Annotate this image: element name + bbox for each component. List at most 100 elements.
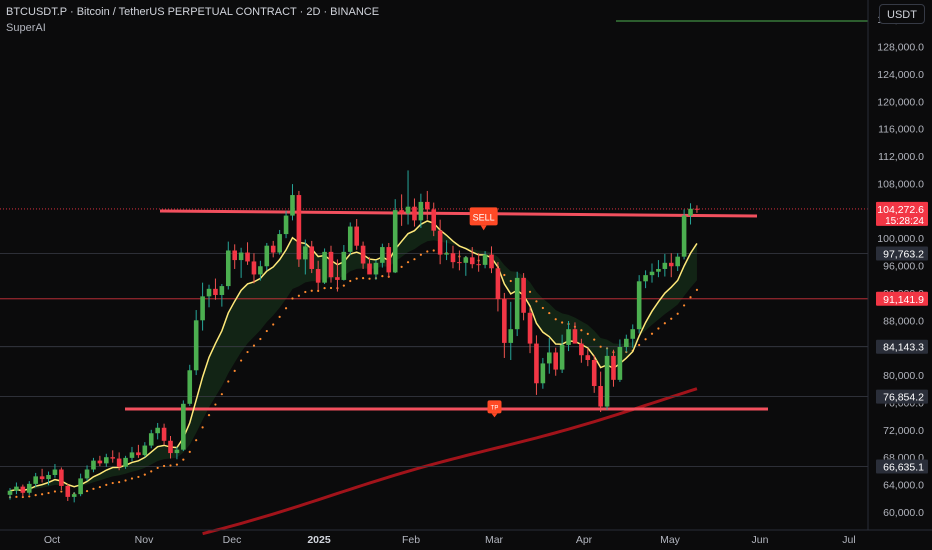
price-label-text: 97,763.2 [883,248,924,260]
trail-dot [310,289,313,292]
trail-dot [207,414,211,417]
candle-body [315,268,321,283]
trail-dot [362,277,365,280]
candle [591,355,597,393]
candle [245,242,250,265]
candle [168,435,173,459]
candle [636,275,642,334]
y-tick-label: 88,000.0 [883,315,924,327]
candle [546,338,552,374]
y-tick-label: 120,000.0 [877,96,924,108]
x-tick-label: Nov [135,534,154,546]
trail-dot [21,495,24,499]
candle-body [624,338,629,347]
candle [681,209,687,260]
trail-dot [381,275,384,278]
trail-dot [278,315,281,318]
candle-body [78,478,83,495]
candle-body [386,247,392,273]
candle [566,320,571,352]
price-label-box [876,201,928,226]
candle [463,255,469,276]
candle-body [566,329,571,345]
candle [26,481,32,495]
candle-body [283,215,289,235]
candle [303,239,308,275]
candle [20,484,26,497]
trail-dot [143,473,146,476]
currency-button[interactable]: USDT [879,4,925,24]
candle-body [335,277,340,280]
candle-body [681,215,687,257]
candle [527,307,533,354]
tp-signal-label: TP [491,405,499,411]
candle-body [534,343,539,384]
trail-dot [329,286,333,290]
price-label-box [876,339,928,354]
trail-dot [137,475,140,479]
candle-body [514,277,520,330]
candle [84,465,90,482]
x-tick-label: Mar [485,534,504,546]
candle [277,229,282,255]
symbol-title[interactable]: BTCUSDT.P · Bitcoin / TetherUS PERPETUAL… [6,6,380,18]
price-label-text: 66,635.1 [883,462,924,474]
candle [450,245,456,269]
candle-body [174,449,180,454]
candle [283,210,289,239]
candle [328,245,334,283]
candle [123,455,128,469]
candle-body [187,370,193,404]
candle [251,253,257,284]
candle-body [489,254,494,269]
candle-body [26,483,32,493]
candle-body [495,268,501,300]
candle-body [347,226,353,252]
candle [630,324,636,348]
trail-dot [214,403,217,406]
price-label-box [876,459,928,474]
trail-dot [317,289,320,292]
candle-body [572,329,578,344]
candle-body [675,256,680,267]
candle-body [418,201,424,221]
trail-dot [60,490,63,493]
candle [78,473,83,497]
candle [656,260,661,278]
candle-body [84,469,90,479]
candle-body [136,452,141,456]
indicator-name[interactable]: SuperAI [6,22,46,34]
candle [52,464,58,478]
trail-dot [220,393,223,396]
candle-body [585,355,591,361]
candle-body [450,253,456,263]
candle [399,194,404,226]
candle-body [296,195,302,260]
candle [360,241,366,269]
candle-body [14,486,19,491]
trail-dot [291,297,294,300]
candle-body [546,352,552,364]
trail-dot [304,290,307,294]
candle [200,282,205,331]
trail-dot [169,464,172,467]
trail-dot [638,343,641,347]
candle-body [129,452,135,458]
candle-body [328,251,334,278]
candle [469,247,475,269]
candle [174,446,180,460]
candle [611,349,616,387]
trail-dot [593,338,596,341]
candle-body [155,427,160,434]
x-tick-label: Jun [752,534,769,546]
candle [457,250,462,271]
x-tick-label: Dec [223,534,242,546]
candle [559,334,565,374]
trail-dot [413,258,416,261]
candle [142,442,148,458]
candle [232,244,237,269]
trail-dot [599,345,602,348]
y-tick-label: 100,000.0 [877,233,924,245]
candle-body [469,257,475,265]
